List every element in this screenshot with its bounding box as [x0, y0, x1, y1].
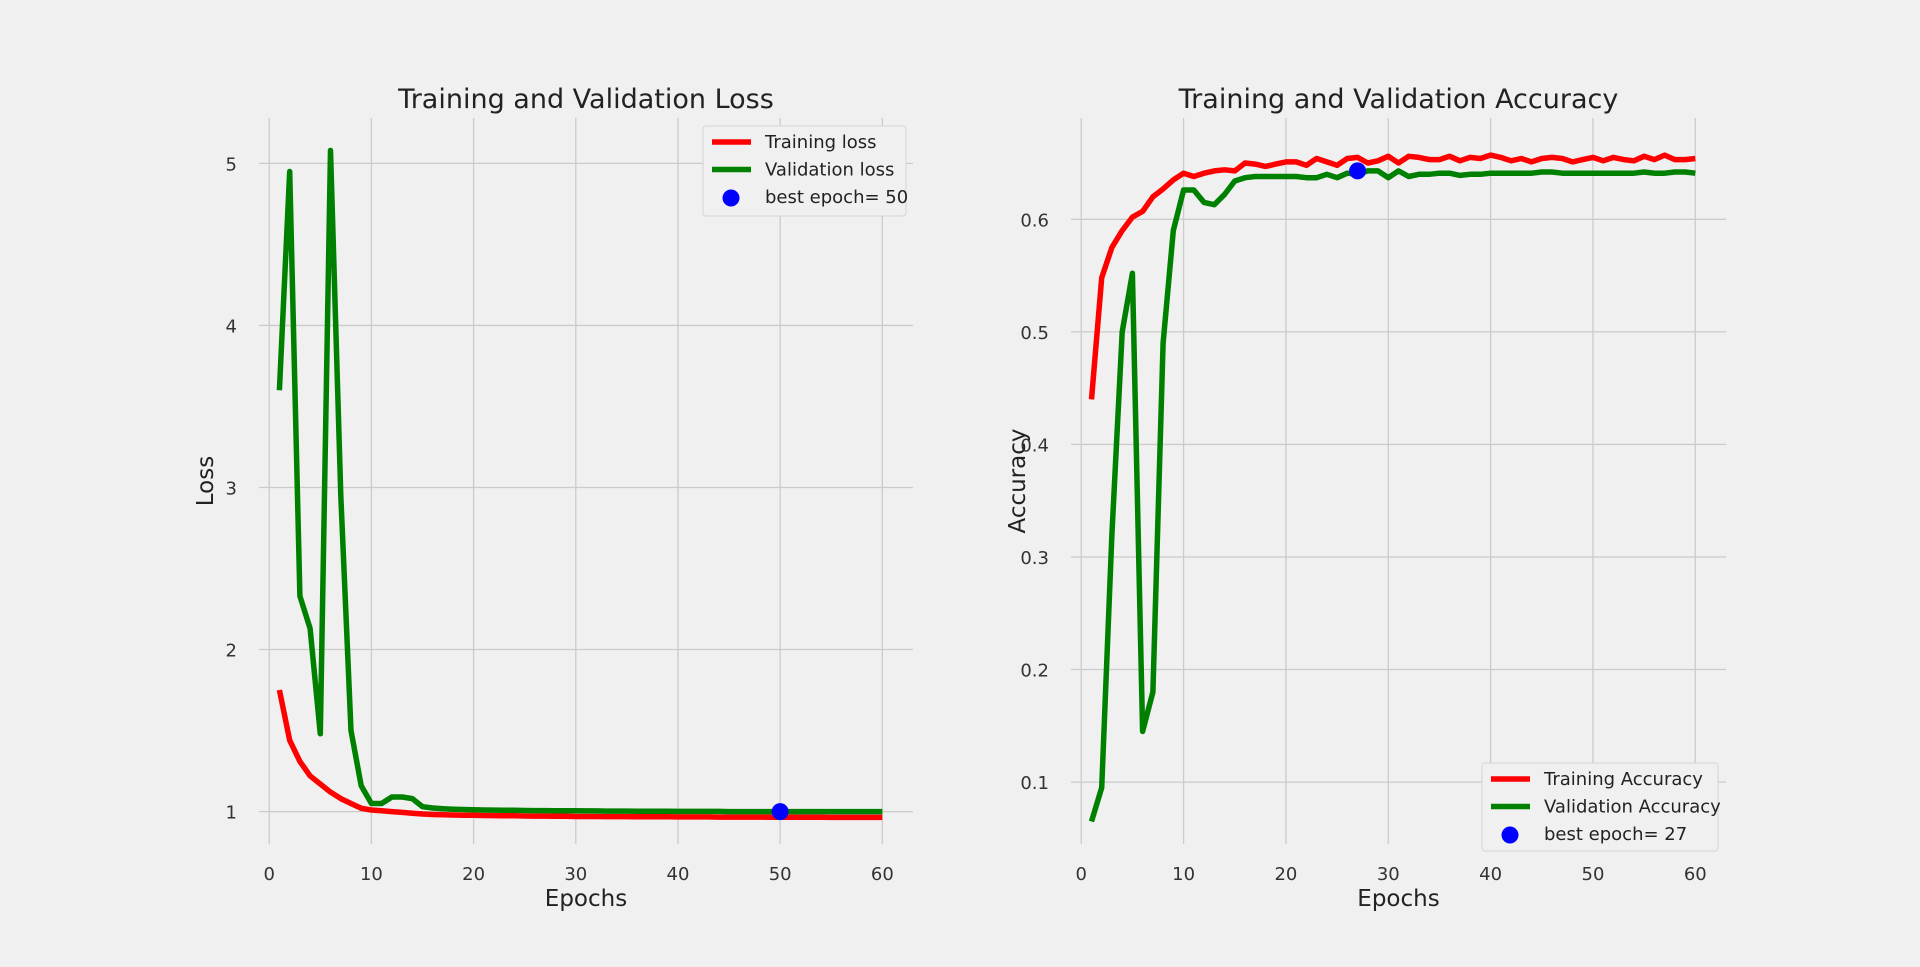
y-tick-label: 0.1 [1020, 773, 1049, 794]
y-tick-label: 0.2 [1020, 661, 1049, 682]
chart-title: Training and Validation Accuracy [1178, 84, 1619, 115]
chart-title: Training and Validation Loss [397, 84, 774, 115]
legend-swatch-best-epoch [722, 189, 740, 207]
training-series-line [1088, 152, 1696, 400]
x-tick-label: 30 [564, 864, 587, 885]
x-tick-label: 10 [1172, 864, 1195, 885]
x-tick-label: 20 [1274, 864, 1297, 885]
legend-label: best epoch= 50 [765, 187, 908, 208]
x-tick-label: 40 [667, 864, 690, 885]
legend-frame [702, 125, 907, 217]
legend: Training loss Validation loss best epoch= … [702, 125, 908, 217]
y-axis-label: Accuracy [1005, 428, 1031, 533]
y-tick-label: 3 [226, 478, 237, 499]
y-tick-label: 0.3 [1020, 548, 1049, 569]
y-tick-label: 5 [226, 154, 237, 175]
x-tick-label: 0 [1076, 864, 1087, 885]
legend-label: Validation Accuracy [1544, 797, 1721, 818]
x-tick-label: 30 [1377, 864, 1400, 885]
x-tick-label: 60 [1684, 864, 1707, 885]
y-tick-label: 2 [226, 641, 237, 662]
y-tick-label: 1 [226, 803, 237, 824]
x-tick-label: 50 [1582, 864, 1605, 885]
best-epoch-point [1349, 162, 1367, 180]
y-tick-label: 0.5 [1020, 323, 1049, 344]
x-tick-label: 0 [263, 864, 274, 885]
y-axis-label: Loss [193, 456, 219, 506]
legend-label: Training loss [764, 132, 877, 153]
legend-swatch-best-epoch [1501, 826, 1519, 844]
legend-label: best epoch= 27 [1544, 824, 1687, 845]
x-tick-label: 40 [1479, 864, 1502, 885]
legend-frame [1481, 762, 1719, 852]
x-tick-label: 50 [769, 864, 792, 885]
y-tick-label: 4 [226, 316, 237, 337]
x-axis-label: Epochs [1357, 886, 1439, 912]
x-tick-label: 10 [360, 864, 383, 885]
validation-series-line [276, 147, 883, 815]
x-tick-label: 20 [462, 864, 485, 885]
best-epoch-point [771, 803, 789, 821]
validation-series-line [1088, 168, 1696, 823]
y-tick-label: 0.4 [1020, 435, 1049, 456]
x-axis-label: Epochs [545, 886, 627, 912]
legend-label: Validation loss [765, 160, 894, 181]
loss-chart: 0 10 20 30 40 50 60 1 2 3 4 5 Training and Validatio… [193, 84, 913, 912]
accuracy-chart: 0 10 20 30 40 50 60 0.1 0.2 0.3 0.4 0.5 0.6 Training … [1005, 84, 1726, 912]
legend-label: Training Accuracy [1543, 769, 1703, 790]
legend: Training Accuracy Validation Accuracy best… [1481, 762, 1721, 852]
y-tick-label: 0.6 [1020, 210, 1049, 231]
x-tick-label: 60 [871, 864, 894, 885]
